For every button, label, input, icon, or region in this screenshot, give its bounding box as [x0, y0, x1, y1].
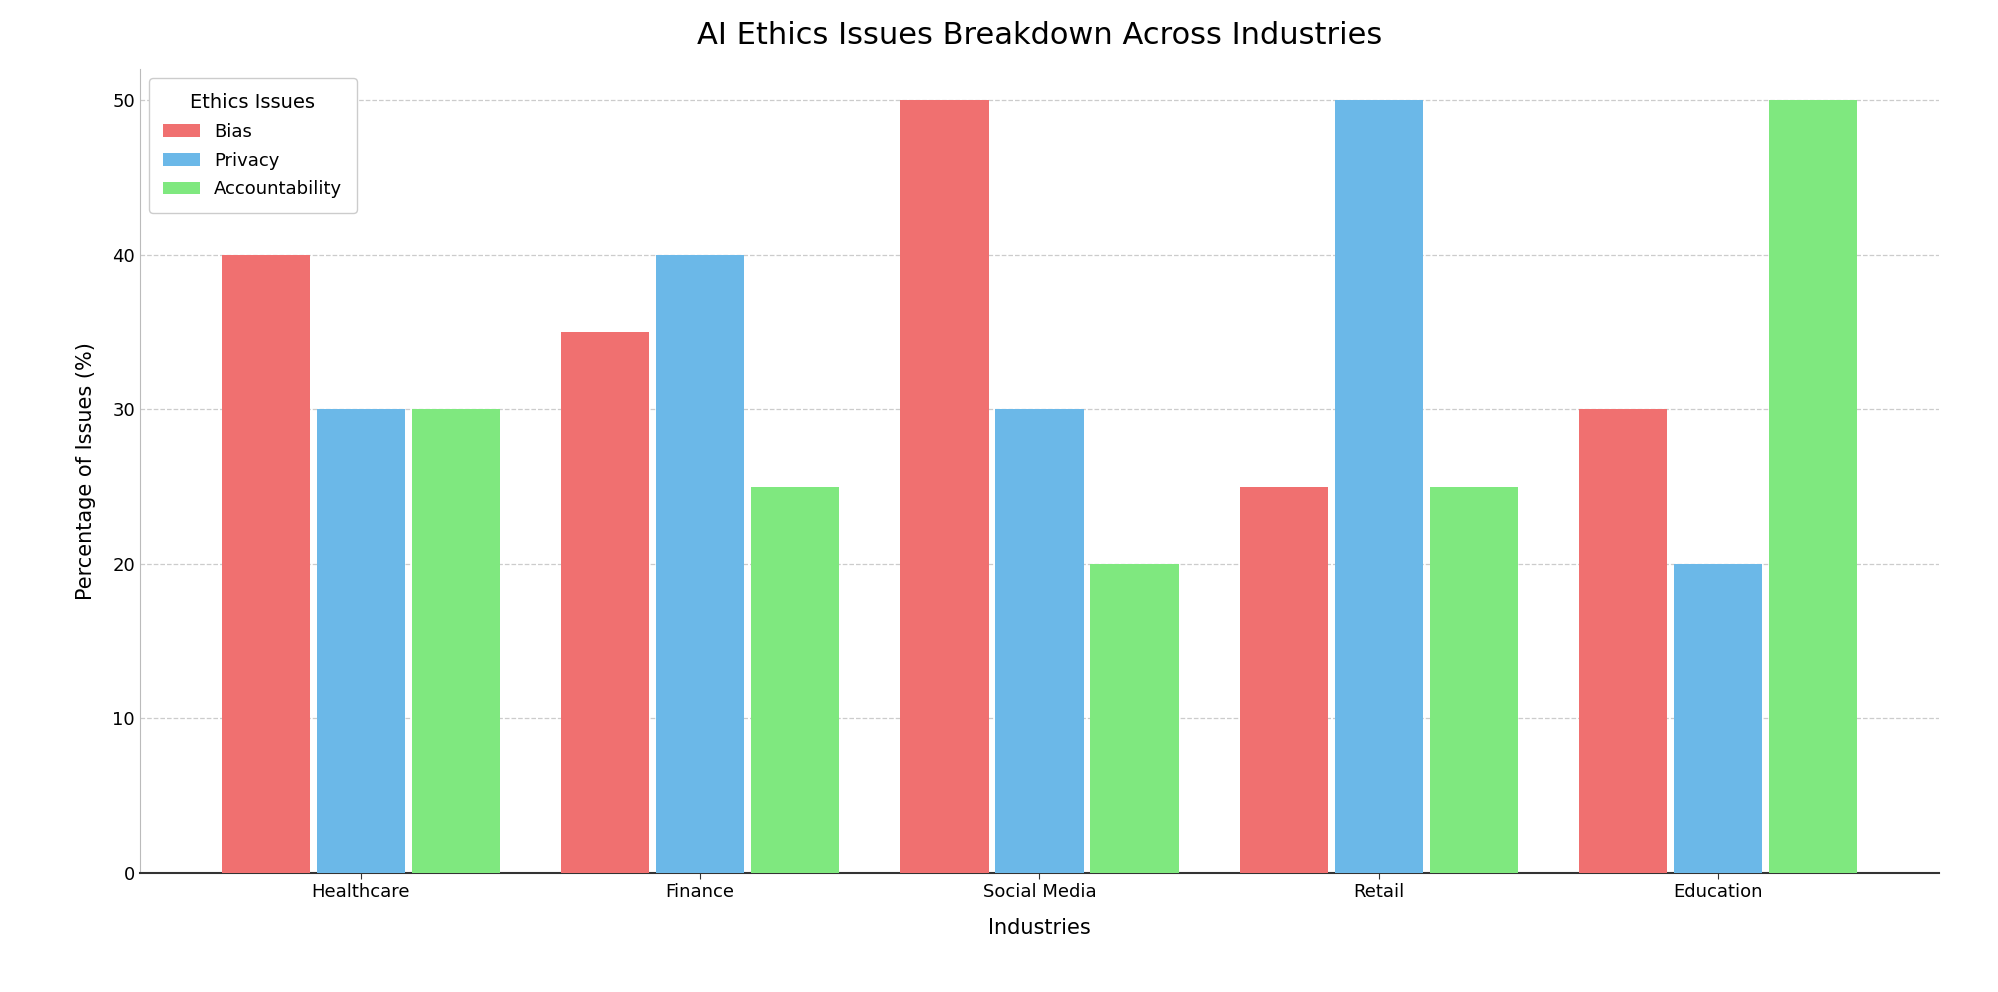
Bar: [1429, 487, 1516, 873]
Legend: Bias, Privacy, Accountability: Bias, Privacy, Accountability: [150, 78, 356, 213]
Bar: [1672, 563, 1762, 873]
Bar: [1239, 487, 1327, 873]
X-axis label: Industries: Industries: [987, 918, 1091, 938]
Title: AI Ethics Issues Breakdown Across Industries: AI Ethics Issues Breakdown Across Indust…: [697, 22, 1381, 51]
Bar: [316, 410, 406, 873]
Bar: [1768, 100, 1856, 873]
Bar: [899, 100, 989, 873]
Bar: [655, 255, 743, 873]
Bar: [751, 487, 839, 873]
Bar: [995, 410, 1083, 873]
Bar: [1335, 100, 1423, 873]
Bar: [412, 410, 500, 873]
Bar: [1578, 410, 1666, 873]
Bar: [1089, 563, 1179, 873]
Bar: [561, 332, 649, 873]
Bar: [222, 255, 310, 873]
Y-axis label: Percentage of Issues (%): Percentage of Issues (%): [76, 342, 96, 600]
